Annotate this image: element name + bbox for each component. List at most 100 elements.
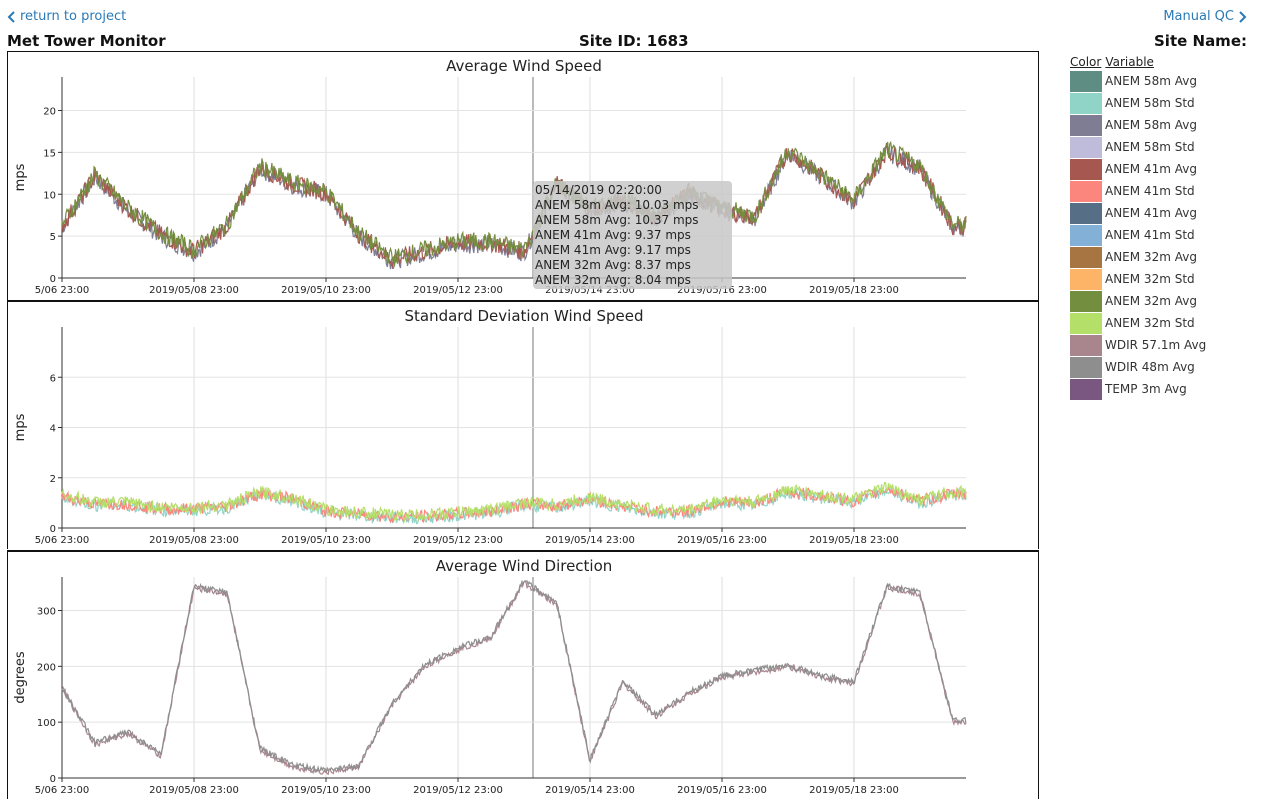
series-line[interactable] (61, 486, 967, 524)
hover-tooltip: 05/14/2019 02:20:00 ANEM 58m Avg: 10.03 … (533, 181, 732, 289)
legend-label: ANEM 58m Std (1105, 96, 1195, 110)
legend-swatch[interactable] (1070, 158, 1102, 180)
legend-item[interactable]: ANEM 41m Std (1070, 180, 1206, 202)
legend-label: WDIR 48m Avg (1105, 360, 1195, 374)
chevron-left-icon (7, 10, 15, 23)
x-tick-label: 2019/05/18 23:00 (809, 535, 899, 546)
x-tick-label: 2019/05/16 23:00 (677, 785, 767, 796)
legend-label: ANEM 41m Avg (1105, 162, 1197, 176)
legend-item[interactable]: TEMP 3m Avg (1070, 378, 1206, 400)
legend-swatch[interactable] (1070, 268, 1102, 290)
y-tick-label: 10 (43, 190, 56, 201)
chart-panel-wind-speed[interactable]: 0 5 10 15 20 5/06 23:00 2019/05/08 23:00 2019/0… (7, 51, 1039, 300)
legend-item[interactable]: ANEM 58m Std (1070, 92, 1206, 114)
legend-swatch[interactable] (1070, 180, 1102, 202)
x-tick-label: 5/06 23:00 (35, 285, 89, 296)
legend-item[interactable]: ANEM 32m Std (1070, 268, 1206, 290)
legend-variable-header[interactable]: Variable (1105, 55, 1154, 69)
legend-label: ANEM 32m Avg (1105, 250, 1197, 264)
legend-label: TEMP 3m Avg (1105, 382, 1187, 396)
legend-swatch[interactable] (1070, 246, 1102, 268)
manual-qc-link[interactable]: Manual QC (1163, 9, 1247, 24)
y-axis-label: mps (13, 163, 28, 191)
chart-title: Average Wind Direction (435, 557, 613, 575)
x-tick-label: 5/06 23:00 (35, 535, 89, 546)
legend-swatch[interactable] (1070, 92, 1102, 114)
tooltip-line: ANEM 32m Avg: 8.04 mps (535, 273, 691, 287)
x-tick-label: 2019/05/12 23:00 (413, 285, 503, 296)
legend-item[interactable]: ANEM 41m Avg (1070, 158, 1206, 180)
x-tick-label: 2019/05/10 23:00 (281, 785, 371, 796)
legend-label: ANEM 58m Avg (1105, 118, 1197, 132)
x-tick-label: 2019/05/12 23:00 (413, 535, 503, 546)
legend-rows: ANEM 58m Avg ANEM 58m Std ANEM 58m Avg ANEM… (1070, 70, 1206, 400)
series-line[interactable] (61, 579, 967, 774)
series-line[interactable] (61, 144, 967, 270)
chart-title: Standard Deviation Wind Speed (404, 307, 644, 325)
x-tick-label: 2019/05/16 23:00 (677, 535, 767, 546)
legend-swatch[interactable] (1070, 356, 1102, 378)
legend-item[interactable]: WDIR 57.1m Avg (1070, 334, 1206, 356)
y-tick-label: 5 (50, 232, 56, 243)
x-tick-label: 2019/05/16 23:00 (677, 285, 767, 296)
legend-item[interactable]: ANEM 32m Avg (1070, 290, 1206, 312)
legend-label: ANEM 32m Std (1105, 316, 1195, 330)
y-tick-label: 100 (37, 718, 56, 729)
x-tick-label: 2019/05/14 23:00 (545, 285, 635, 296)
legend-item[interactable]: WDIR 48m Avg (1070, 356, 1206, 378)
legend-item[interactable]: ANEM 32m Avg (1070, 246, 1206, 268)
series-line[interactable] (61, 140, 967, 267)
y-tick-label: 0 (50, 274, 56, 285)
y-tick-label: 15 (43, 148, 56, 159)
y-tick-label: 2 (50, 474, 56, 485)
manual-qc-label: Manual QC (1163, 9, 1234, 24)
legend-item[interactable]: ANEM 58m Avg (1070, 114, 1206, 136)
x-tick-label: 2019/05/14 23:00 (545, 535, 635, 546)
tooltip-line: ANEM 41m Avg: 9.17 mps (535, 243, 691, 257)
wind-speed-chart[interactable]: 0 5 10 15 20 5/06 23:00 2019/05/08 23:00 2019/0… (8, 52, 1039, 300)
legend-swatch[interactable] (1070, 334, 1102, 356)
legend-label: ANEM 58m Std (1105, 140, 1195, 154)
return-to-project-link[interactable]: return to project (7, 9, 126, 24)
legend-swatch[interactable] (1070, 136, 1102, 158)
tooltip-line: ANEM 58m Avg: 10.37 mps (535, 213, 699, 227)
x-tick-label: 2019/05/08 23:00 (149, 535, 239, 546)
legend-label: ANEM 58m Avg (1105, 74, 1197, 88)
legend: Color Variable ANEM 58m Avg ANEM 58m Std A… (1070, 55, 1206, 400)
std-wind-speed-chart[interactable]: 0 2 4 6 5/06 23:00 2019/05/08 23:00 2019/05/10… (8, 302, 1039, 549)
legend-swatch[interactable] (1070, 114, 1102, 136)
legend-swatch[interactable] (1070, 202, 1102, 224)
wind-direction-chart[interactable]: 0 100 200 300 5/06 23:00 2019/05/08 23:00 2019… (8, 552, 1039, 799)
legend-header: Color Variable (1070, 55, 1206, 69)
x-tick-label: 5/06 23:00 (35, 785, 89, 796)
chart-panel-wind-direction[interactable]: 0 100 200 300 5/06 23:00 2019/05/08 23:00 2019… (7, 550, 1039, 799)
x-tick-label: 2019/05/08 23:00 (149, 785, 239, 796)
legend-item[interactable]: ANEM 41m Avg (1070, 202, 1206, 224)
y-tick-label: 6 (50, 373, 56, 384)
series-line[interactable] (61, 481, 967, 523)
tooltip-line: ANEM 41m Avg: 9.37 mps (535, 228, 691, 242)
site-name: Site Name: (1154, 32, 1247, 50)
legend-item[interactable]: ANEM 32m Std (1070, 312, 1206, 334)
legend-color-header[interactable]: Color (1070, 55, 1102, 69)
legend-item[interactable]: ANEM 58m Avg (1070, 70, 1206, 92)
y-tick-label: 200 (37, 662, 56, 673)
tooltip-line: ANEM 58m Avg: 10.03 mps (535, 198, 699, 212)
y-tick-label: 4 (50, 424, 56, 435)
legend-item[interactable]: ANEM 41m Std (1070, 224, 1206, 246)
legend-swatch[interactable] (1070, 378, 1102, 400)
y-tick-label: 0 (50, 524, 56, 535)
legend-swatch[interactable] (1070, 290, 1102, 312)
chart-panel-std-wind-speed[interactable]: 0 2 4 6 5/06 23:00 2019/05/08 23:00 2019/05/10… (7, 300, 1039, 549)
x-tick-label: 2019/05/14 23:00 (545, 785, 635, 796)
legend-label: WDIR 57.1m Avg (1105, 338, 1207, 352)
legend-swatch[interactable] (1070, 312, 1102, 334)
tooltip-time: 05/14/2019 02:20:00 (535, 183, 662, 197)
x-tick-label: 2019/05/18 23:00 (809, 285, 899, 296)
legend-item[interactable]: ANEM 58m Std (1070, 136, 1206, 158)
x-tick-label: 2019/05/12 23:00 (413, 785, 503, 796)
legend-swatch[interactable] (1070, 224, 1102, 246)
y-tick-label: 20 (43, 107, 56, 118)
legend-swatch[interactable] (1070, 70, 1102, 92)
y-tick-label: 0 (50, 774, 56, 785)
